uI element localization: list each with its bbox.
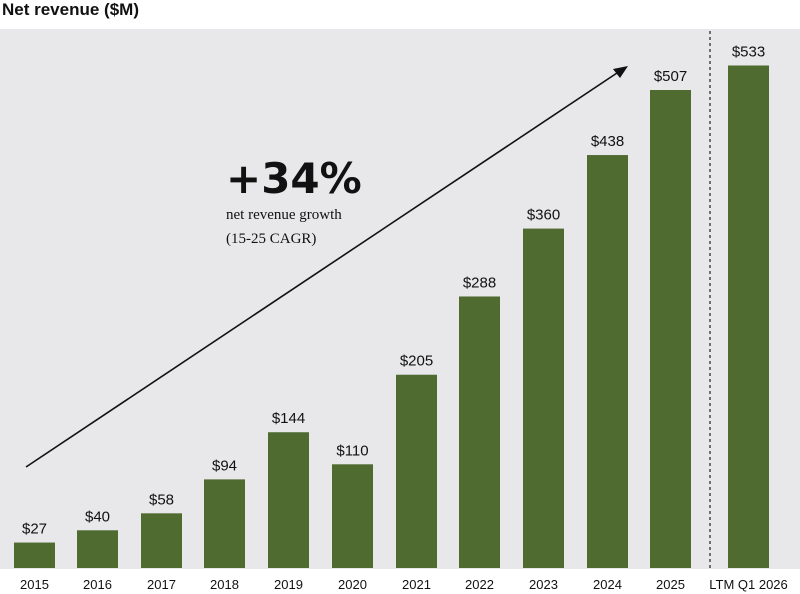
bar-ltm-q1-2026 [728, 65, 769, 568]
bar-2017 [141, 513, 182, 568]
x-tick-label: 2017 [147, 577, 176, 592]
data-label: $360 [527, 207, 560, 224]
x-tick-label: 2016 [83, 577, 112, 592]
data-label: $58 [149, 491, 174, 508]
bar-2020 [332, 464, 373, 568]
x-tick-label: 2019 [274, 577, 303, 592]
x-tick-label: 2022 [465, 577, 494, 592]
x-tick-label: 2021 [402, 577, 431, 592]
data-label: $94 [212, 457, 237, 474]
bar-2018 [204, 479, 245, 568]
bar-2023 [523, 228, 564, 569]
bar-2015 [14, 542, 55, 568]
x-tick-label: 2024 [593, 577, 622, 592]
cagr-label-line1: net revenue growth [226, 207, 342, 223]
chart-title: Net revenue ($M) [2, 0, 139, 19]
data-label: $438 [591, 133, 624, 150]
bar-2019 [268, 432, 309, 568]
cagr-headline: +34% [226, 154, 362, 203]
cagr-label-line2: (15-25 CAGR) [226, 231, 316, 247]
x-tick-label: 2015 [20, 577, 49, 592]
x-tick-label: 2020 [338, 577, 367, 592]
bar-2016 [77, 530, 118, 568]
bar-2022 [459, 296, 500, 568]
data-label: $205 [400, 353, 433, 370]
x-tick-label: 2023 [529, 577, 558, 592]
bar-2024 [587, 155, 628, 569]
x-tick-label: LTM Q1 2026 [709, 577, 788, 592]
bar-2025 [650, 90, 691, 568]
x-tick-label: 2018 [210, 577, 239, 592]
bar-2021 [396, 374, 437, 568]
data-label: $27 [22, 521, 47, 538]
data-label: $507 [654, 68, 687, 85]
data-label: $288 [463, 274, 496, 291]
growth-trend-arrow [25, 66, 628, 468]
data-label: $110 [336, 442, 368, 459]
data-label: $40 [85, 508, 110, 525]
data-label: $533 [732, 43, 765, 60]
x-tick-label: 2025 [656, 577, 685, 592]
data-label: $144 [272, 410, 305, 427]
